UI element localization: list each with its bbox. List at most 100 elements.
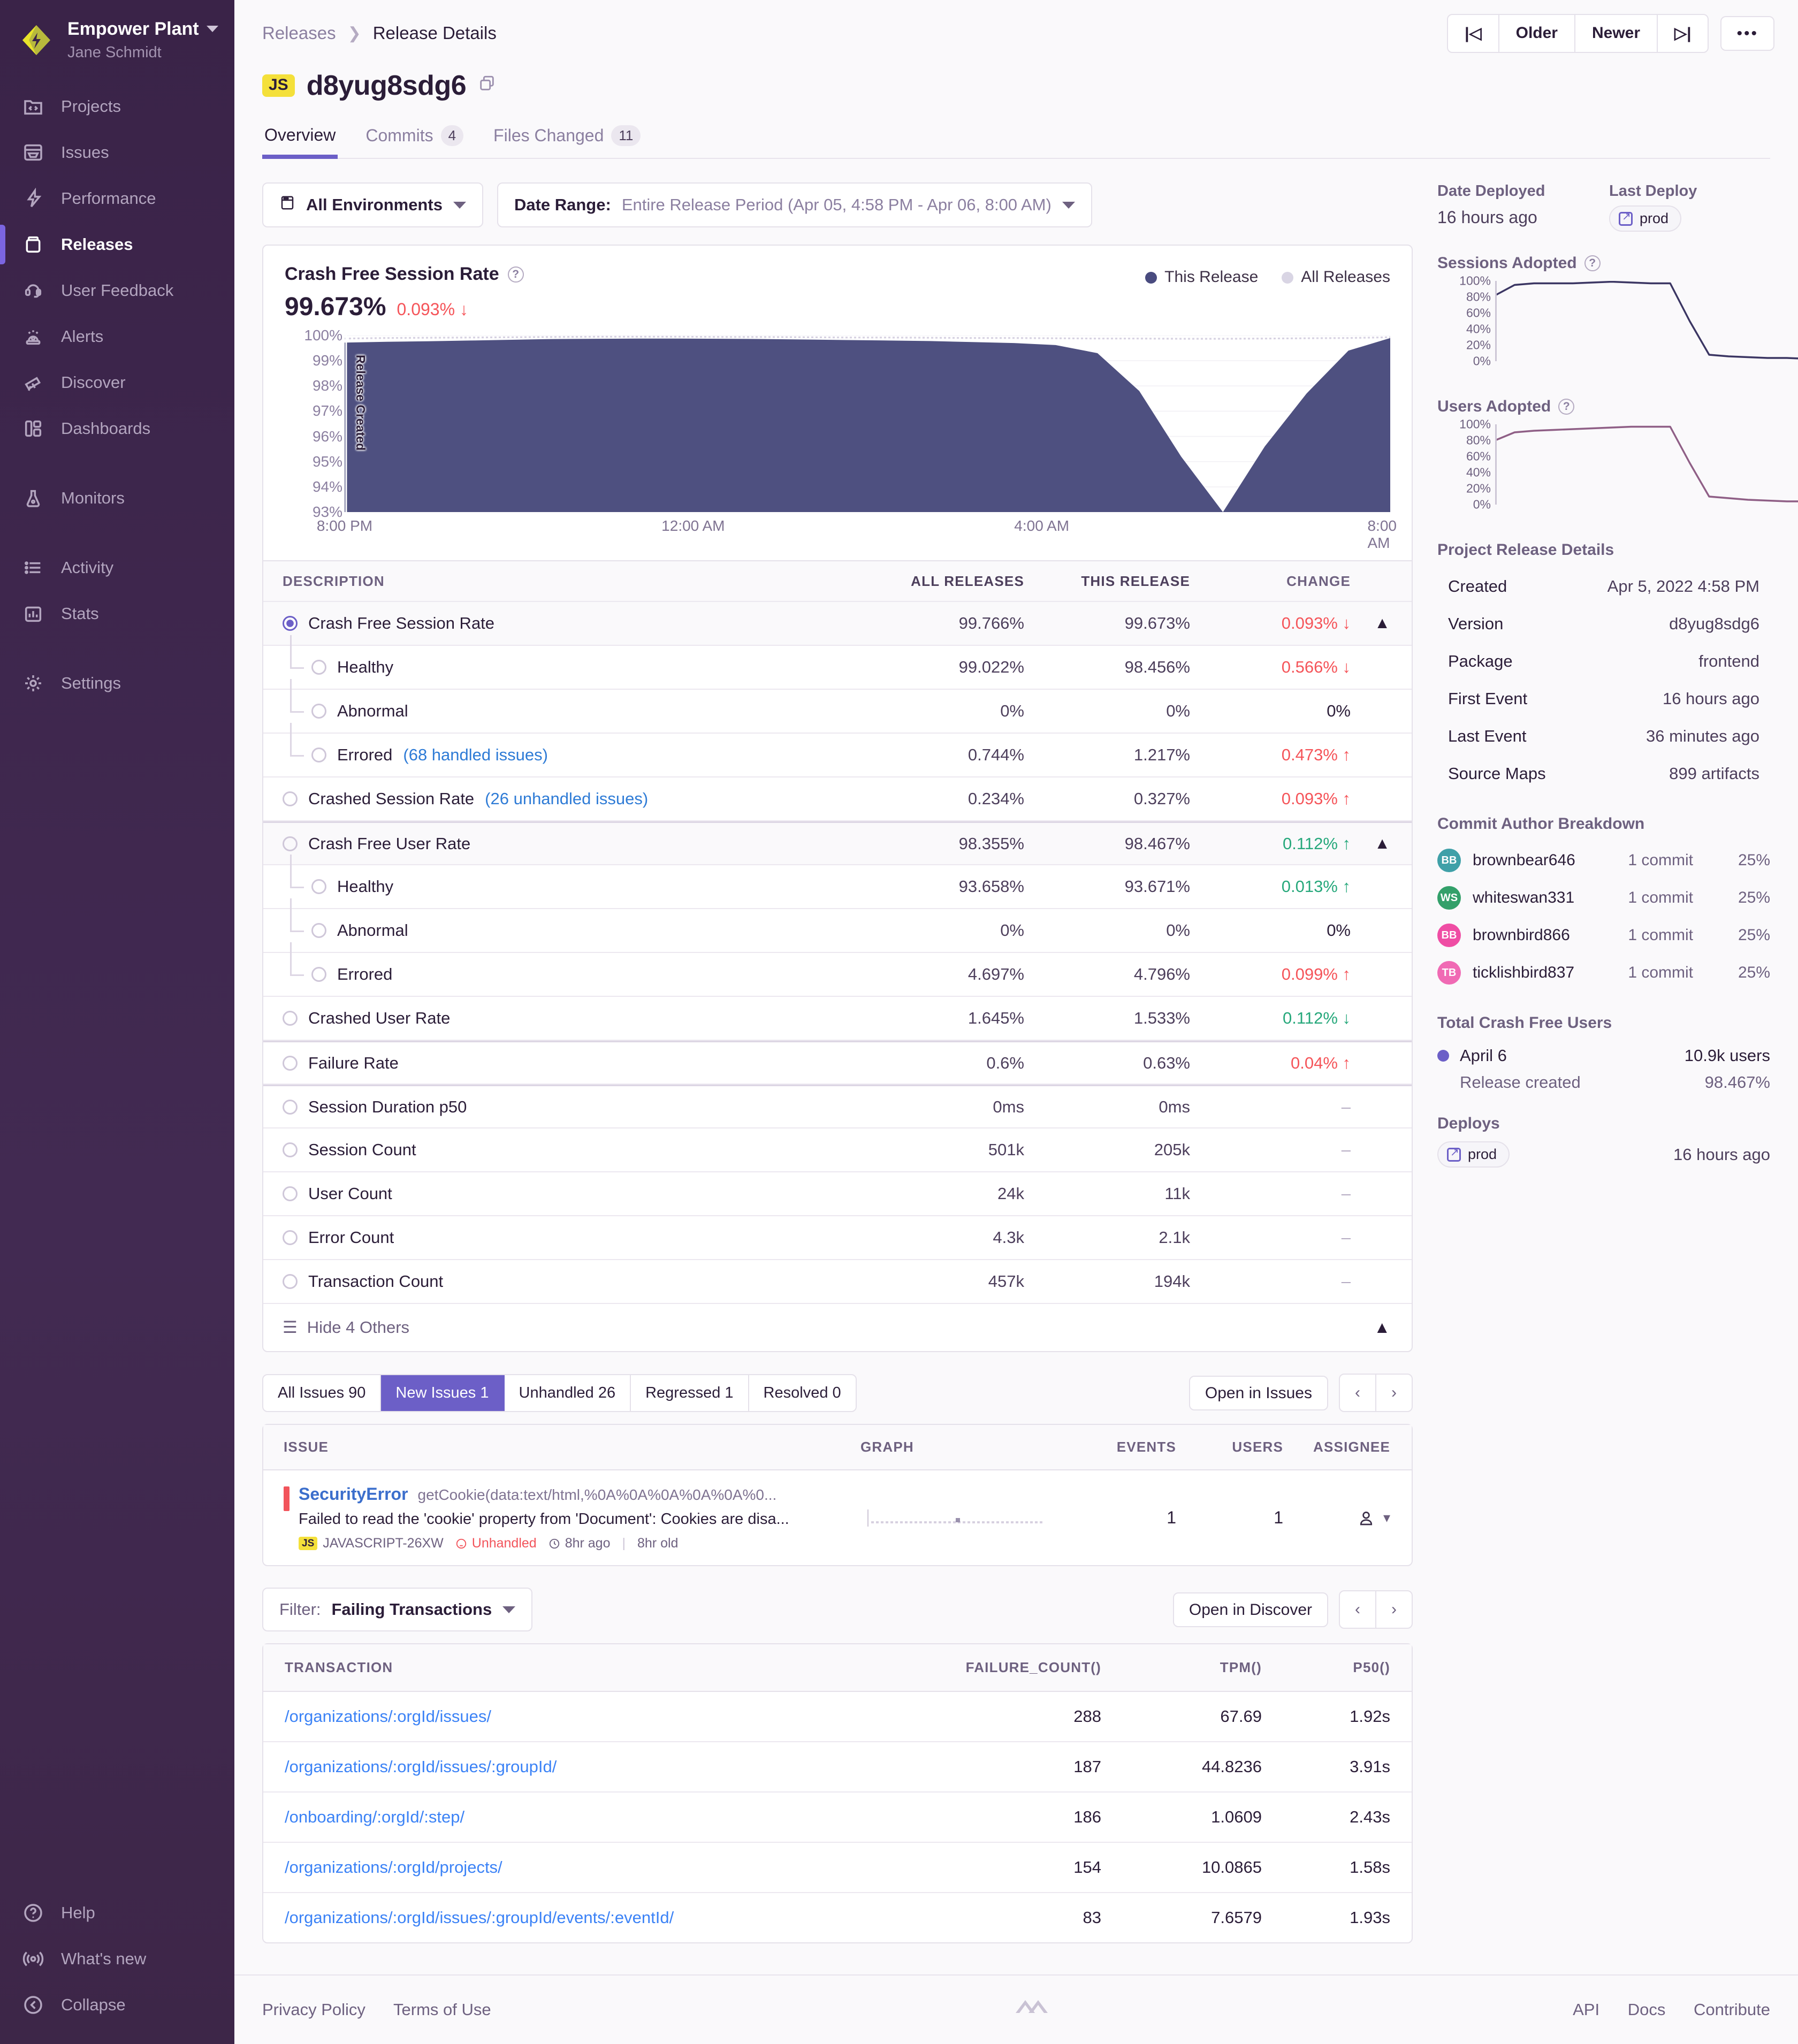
table-row[interactable]: /onboarding/:orgId/:step/ 186 1.0609 2.4… (263, 1793, 1412, 1843)
date-range-selector[interactable]: Date Range: Entire Release Period (Apr 0… (497, 182, 1092, 227)
issue-row[interactable]: SecurityError getCookie(data:text/html,%… (263, 1470, 1412, 1565)
sidebar-item-performance[interactable]: Performance (0, 176, 234, 222)
detail-value[interactable]: 899 artifacts (1669, 764, 1759, 783)
open-in-discover-button[interactable]: Open in Discover (1172, 1592, 1328, 1627)
metrics-series-toggle[interactable] (283, 616, 298, 631)
issue-title[interactable]: SecurityError (299, 1484, 408, 1504)
transaction-name[interactable]: /organizations/:orgId/projects/ (285, 1858, 502, 1877)
transactions-next-button[interactable]: › (1391, 1600, 1397, 1618)
table-row[interactable]: /organizations/:orgId/issues/ 288 67.69 … (263, 1692, 1412, 1742)
sidebar-item-collapse[interactable]: Collapse (0, 1982, 234, 2028)
metrics-row[interactable]: Errored (68 handled issues) 0.744% 1.217… (263, 723, 1412, 777)
api-link[interactable]: API (1573, 2000, 1600, 2019)
metrics-row[interactable]: Crashed User Rate 1.645% 1.533% 0.112% ↓ (263, 997, 1412, 1041)
transaction-name[interactable]: /organizations/:orgId/issues/ (285, 1707, 491, 1726)
metrics-series-toggle[interactable] (283, 1230, 298, 1245)
issue-assignee-selector[interactable]: ▾ (1283, 1508, 1390, 1528)
transaction-name[interactable]: /organizations/:orgId/issues/:groupId/ (285, 1757, 557, 1776)
legend-item-all-releases[interactable]: All Releases (1282, 268, 1390, 286)
metrics-row[interactable]: Error Count 4.3k 2.1k – (263, 1216, 1412, 1260)
metrics-row[interactable]: Failure Rate 0.6% 0.63% 0.04% ↑ (263, 1041, 1412, 1085)
sidebar-item-settings[interactable]: Settings (0, 660, 234, 706)
metrics-series-toggle[interactable] (283, 791, 298, 806)
more-actions-button[interactable]: ••• (1720, 16, 1774, 51)
column-header-p50[interactable]: P50() (1353, 1659, 1390, 1675)
metrics-issues-link[interactable]: (26 unhandled issues) (485, 789, 649, 808)
metrics-series-toggle[interactable] (311, 660, 326, 675)
column-header-tpm[interactable]: TPM() (1220, 1659, 1262, 1675)
crash-free-session-rate-chart[interactable]: 100% 99% 98% 97% 96% 95% 94% 93% Release Create… (285, 327, 1397, 551)
metrics-row[interactable]: User Count 24k 11k – (263, 1172, 1412, 1216)
contribute-link[interactable]: Contribute (1693, 2000, 1770, 2019)
issue-status-tab[interactable]: Resolved 0 (763, 1384, 841, 1401)
sidebar-item-releases[interactable]: Releases (0, 222, 234, 268)
metrics-series-toggle[interactable] (283, 1011, 298, 1026)
metrics-series-toggle[interactable] (283, 1099, 298, 1115)
table-row[interactable]: /organizations/:orgId/issues/:groupId/ev… (263, 1893, 1412, 1942)
transaction-name[interactable]: /onboarding/:orgId/:step/ (285, 1807, 465, 1826)
issues-prev-button[interactable]: ‹ (1340, 1375, 1376, 1411)
issue-status-tab[interactable]: All Issues 90 (263, 1375, 382, 1411)
sidebar-item-stats[interactable]: Stats (0, 591, 234, 637)
metrics-series-toggle[interactable] (283, 1186, 298, 1201)
metrics-series-toggle[interactable] (283, 1055, 298, 1071)
metrics-collapse-toggle[interactable]: ▲ (1374, 614, 1390, 632)
newer-release-button[interactable]: Newer (1575, 14, 1658, 52)
terms-of-use-link[interactable]: Terms of Use (393, 2000, 491, 2019)
legend-item-this-release[interactable]: This Release (1145, 268, 1258, 286)
sidebar-item-alerts[interactable]: Alerts (0, 314, 234, 360)
last-deploy-env-chip[interactable]: prod (1609, 205, 1682, 232)
help-tooltip-icon[interactable]: ? (1558, 399, 1575, 415)
sidebar-item-user-feedback[interactable]: User Feedback (0, 268, 234, 314)
transactions-filter-selector[interactable]: Filter: Failing Transactions (262, 1588, 533, 1631)
metrics-issues-link[interactable]: (68 handled issues) (403, 745, 548, 764)
transactions-prev-button[interactable]: ‹ (1340, 1591, 1376, 1628)
older-release-button[interactable]: Older (1499, 14, 1575, 52)
sidebar-item-monitors[interactable]: Monitors (0, 475, 234, 521)
chevron-down-icon[interactable] (206, 26, 218, 33)
org-switcher[interactable]: Empower Plant Jane Schmidt (0, 0, 234, 76)
breadcrumb-releases[interactable]: Releases (262, 23, 336, 43)
deploy-env-chip[interactable]: prod (1437, 1141, 1510, 1168)
sidebar-item-activity[interactable]: Activity (0, 545, 234, 591)
issues-next-button[interactable]: › (1391, 1384, 1397, 1401)
metrics-row[interactable]: Crashed Session Rate (26 unhandled issue… (263, 777, 1412, 821)
sidebar-item-dashboards[interactable]: Dashboards (0, 406, 234, 452)
environment-selector[interactable]: All Environments (262, 182, 483, 227)
hide-others-toggle[interactable]: ☰ Hide 4 Others ▲ (263, 1304, 1412, 1351)
sidebar-item-issues[interactable]: Issues (0, 129, 234, 176)
metrics-collapse-toggle[interactable]: ▲ (1374, 834, 1390, 852)
sidebar-item-projects[interactable]: Projects (0, 83, 234, 129)
table-row[interactable]: /organizations/:orgId/projects/ 154 10.0… (263, 1843, 1412, 1893)
metrics-row[interactable]: Session Duration p50 0ms 0ms – (263, 1085, 1412, 1128)
open-in-issues-button[interactable]: Open in Issues (1188, 1375, 1328, 1410)
metrics-series-toggle[interactable] (311, 879, 326, 894)
sidebar-item-discover[interactable]: Discover (0, 360, 234, 406)
transaction-name[interactable]: /organizations/:orgId/issues/:groupId/ev… (285, 1908, 674, 1927)
privacy-policy-link[interactable]: Privacy Policy (262, 2000, 365, 2019)
tab-overview[interactable]: Overview (262, 120, 338, 159)
issue-status-tab[interactable]: Unhandled 26 (505, 1375, 631, 1411)
metrics-series-toggle[interactable] (311, 923, 326, 938)
column-header-failure-count[interactable]: FAILURE_COUNT() (965, 1659, 1101, 1675)
sidebar-item-help[interactable]: Help (0, 1890, 234, 1936)
metrics-series-toggle[interactable] (311, 967, 326, 982)
table-row[interactable]: /organizations/:orgId/issues/:groupId/ 1… (263, 1742, 1412, 1793)
metrics-row[interactable]: Healthy 93.658% 93.671% 0.013% ↑ (263, 855, 1412, 909)
help-tooltip-icon[interactable]: ? (1584, 255, 1601, 271)
metrics-series-toggle[interactable] (283, 1274, 298, 1289)
newest-release-button[interactable]: ▷| (1674, 24, 1692, 42)
metrics-row[interactable]: Errored 4.697% 4.796% 0.099% ↑ (263, 942, 1412, 997)
help-tooltip-icon[interactable]: ? (507, 266, 524, 283)
tab-commits[interactable]: Commits 4 (363, 120, 466, 158)
issue-status-tab[interactable]: Regressed 1 (631, 1375, 749, 1411)
column-header-transaction[interactable]: TRANSACTION (285, 1659, 393, 1675)
metrics-row[interactable]: Transaction Count 457k 194k – (263, 1260, 1412, 1304)
metrics-row[interactable]: Crash Free User Rate 98.355% 98.467% 0.1… (263, 821, 1412, 865)
oldest-release-button[interactable]: |◁ (1448, 14, 1499, 52)
metrics-row[interactable]: Crash Free Session Rate 99.766% 99.673% … (263, 602, 1412, 646)
tab-files-changed[interactable]: Files Changed 11 (491, 120, 643, 158)
docs-link[interactable]: Docs (1627, 2000, 1666, 2019)
copy-icon[interactable] (478, 74, 496, 97)
metrics-series-toggle[interactable] (283, 1142, 298, 1157)
